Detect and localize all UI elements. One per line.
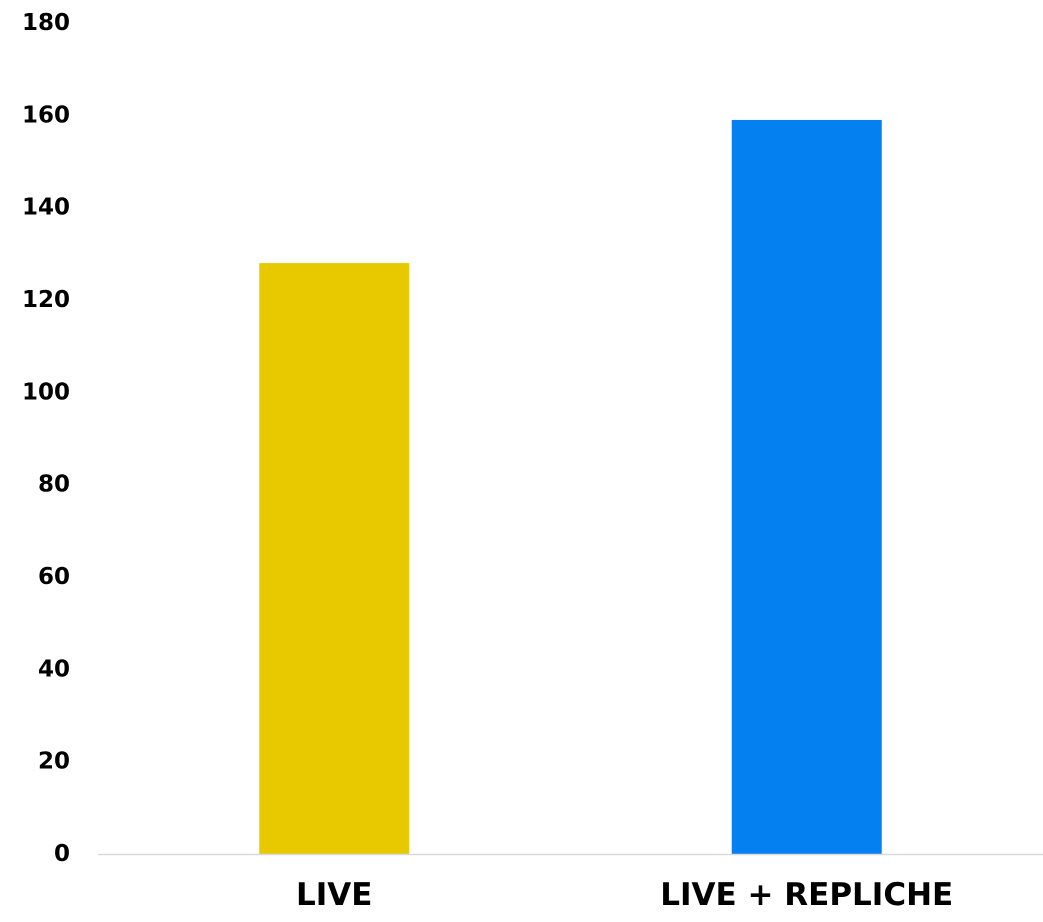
y-tick-label: 100 bbox=[22, 379, 70, 405]
y-tick-label: 40 bbox=[38, 656, 70, 682]
bars bbox=[259, 119, 882, 855]
y-axis-tick-labels: 0 20 40 60 80 100 120 140 160 180 bbox=[22, 10, 70, 867]
y-tick-label: 60 bbox=[38, 564, 70, 590]
y-tick-label: 160 bbox=[22, 102, 70, 128]
y-tick-label: 140 bbox=[22, 195, 70, 221]
x-axis-category-labels: LIVE LIVE + REPLICHE bbox=[296, 877, 953, 913]
y-tick-label: 180 bbox=[22, 10, 70, 36]
x-category-label: LIVE bbox=[296, 877, 372, 913]
y-tick-label: 120 bbox=[22, 287, 70, 313]
x-category-label: LIVE + REPLICHE bbox=[660, 877, 953, 913]
y-tick-label: 80 bbox=[38, 472, 70, 498]
bar-live bbox=[259, 263, 410, 855]
y-tick-label: 20 bbox=[38, 749, 70, 775]
bar-live-repliche bbox=[731, 119, 882, 854]
y-tick-label: 0 bbox=[54, 841, 70, 867]
